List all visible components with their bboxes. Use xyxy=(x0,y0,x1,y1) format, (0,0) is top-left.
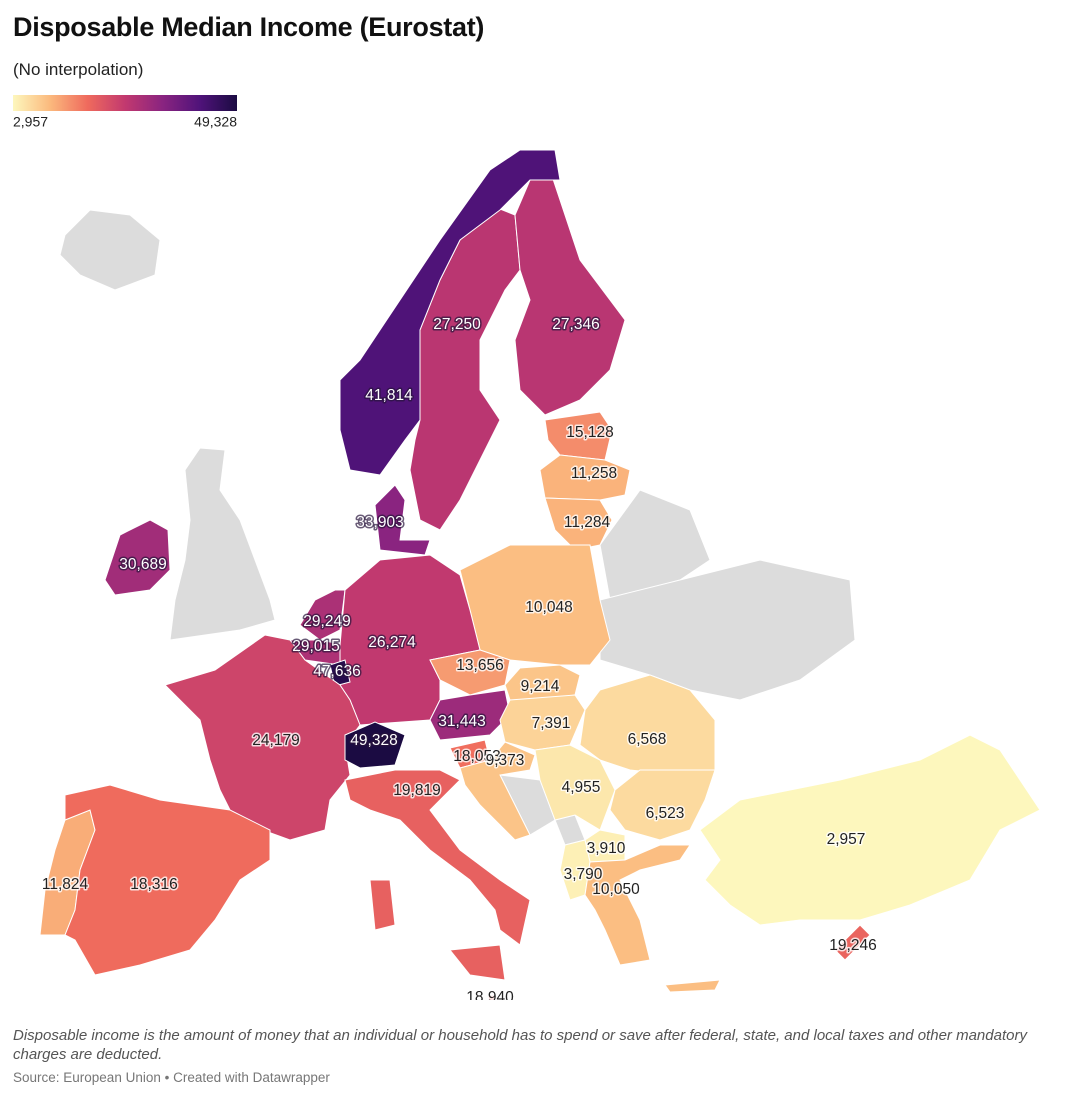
map: 27,250 27,346 41,814 15,128 11,258 11,284 33,9… xyxy=(13,95,1041,1006)
value-label: 10,050 xyxy=(592,881,640,898)
value-label: 3,790 xyxy=(564,866,603,883)
region xyxy=(609,769,716,841)
map-area: 27,250 27,346 41,814 15,128 11,258 11,284 33,9… xyxy=(39,149,1041,1006)
value-label: 26,274 xyxy=(368,634,416,651)
region xyxy=(459,741,536,841)
value-label: 6,568 xyxy=(628,731,667,748)
no-data-region xyxy=(169,447,276,641)
value-label: 7,391 xyxy=(532,715,571,732)
value-label: 3,910 xyxy=(587,840,626,857)
value-label: 11,284 xyxy=(564,514,611,531)
region xyxy=(344,769,531,981)
region xyxy=(104,519,171,596)
region xyxy=(374,484,431,556)
no-data-region xyxy=(59,209,161,291)
source: Source: European Union • Created with Da… xyxy=(13,1070,330,1085)
value-label: 4,955 xyxy=(562,779,601,796)
value-label: 47,636 xyxy=(313,663,360,680)
value-label: 2,957 xyxy=(827,831,866,848)
value-label: 11,824 xyxy=(42,876,89,893)
subtitle: (No interpolation) xyxy=(13,60,144,79)
region xyxy=(834,924,871,961)
no-data-region xyxy=(599,559,856,701)
value-label: 9,373 xyxy=(486,752,525,769)
region xyxy=(64,784,271,976)
value-label: 18,316 xyxy=(130,876,177,893)
region xyxy=(584,844,721,993)
value-label: 19,246 xyxy=(829,937,876,954)
region xyxy=(544,497,613,551)
value-label: 11,258 xyxy=(571,465,617,482)
region xyxy=(164,634,361,841)
value-label: 49,328 xyxy=(350,732,397,749)
value-label: 10,048 xyxy=(525,599,572,616)
value-label: 13,656 xyxy=(456,657,503,674)
regions xyxy=(39,149,1041,1000)
region xyxy=(429,689,511,741)
value-label: 31,443 xyxy=(438,713,485,730)
region xyxy=(514,169,626,416)
title: Disposable Median Income (Eurostat) xyxy=(13,12,485,42)
region xyxy=(499,694,586,751)
value-label: 29,015 xyxy=(292,638,339,655)
value-label: 15,128 xyxy=(566,424,613,441)
value-label: 9,214 xyxy=(521,678,560,695)
no-data-region xyxy=(554,814,586,846)
value-label: 29,249 xyxy=(303,613,350,630)
region xyxy=(487,994,496,1000)
region xyxy=(409,204,521,531)
value-label: 33,903 xyxy=(356,514,403,531)
region xyxy=(344,721,406,769)
value-label: 27,250 xyxy=(433,316,481,333)
value-label: 6,523 xyxy=(646,805,685,822)
region xyxy=(699,734,1041,926)
value-label: 18,053 xyxy=(453,748,500,765)
value-label: 24,179 xyxy=(252,732,299,749)
legend-min-label: 2,957 xyxy=(13,114,48,130)
value-label: 18,940 xyxy=(466,989,514,1006)
labels: 27,250 27,346 41,814 15,128 11,258 11,284 33,9… xyxy=(40,315,878,1006)
value-label: 41,814 xyxy=(365,387,413,404)
value-label: 30,689 xyxy=(119,556,166,573)
value-label: 27,346 xyxy=(552,316,599,333)
legend-max-label: 49,328 xyxy=(194,114,237,130)
value-label: 19,819 xyxy=(393,782,440,799)
region xyxy=(329,659,351,687)
color-scale xyxy=(13,95,237,111)
note: Disposable income is the amount of money… xyxy=(13,1027,1027,1063)
region xyxy=(339,149,561,476)
